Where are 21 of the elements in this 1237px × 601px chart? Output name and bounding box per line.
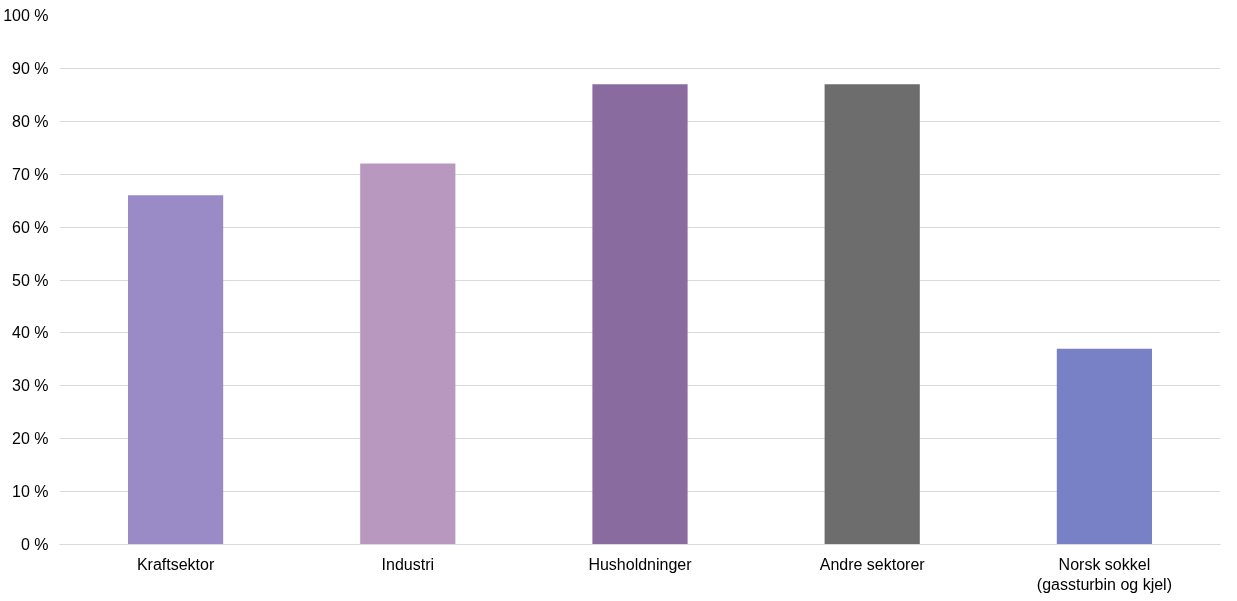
bar	[360, 163, 456, 545]
x-tick-label: Kraftsektor	[136, 555, 215, 573]
x-tick-label: Industri	[381, 555, 435, 573]
y-tick-label: 20 %	[12, 430, 49, 448]
y-tick-label: 100 %	[3, 7, 49, 24]
y-tick-label: 0 %	[20, 536, 49, 553]
y-tick-label: 70 %	[12, 165, 49, 183]
bar	[128, 195, 224, 545]
y-tick-label: 90 %	[12, 59, 49, 77]
bar	[592, 84, 688, 545]
bar	[1056, 348, 1152, 545]
y-tick-label: 60 %	[12, 218, 49, 236]
x-tick-label: Husholdninger	[588, 555, 693, 573]
x-tick-label: Andre sektorer	[819, 555, 926, 573]
y-tick-label: 50 %	[12, 271, 49, 289]
y-tick-label: 80 %	[12, 112, 49, 130]
x-tick-label: Norsk sokkel (gassturbin og kjel)	[1036, 555, 1172, 593]
bar	[824, 84, 920, 545]
y-tick-label: 10 %	[12, 483, 49, 501]
y-tick-label: 30 %	[12, 377, 49, 395]
y-tick-label: 40 %	[12, 324, 49, 342]
